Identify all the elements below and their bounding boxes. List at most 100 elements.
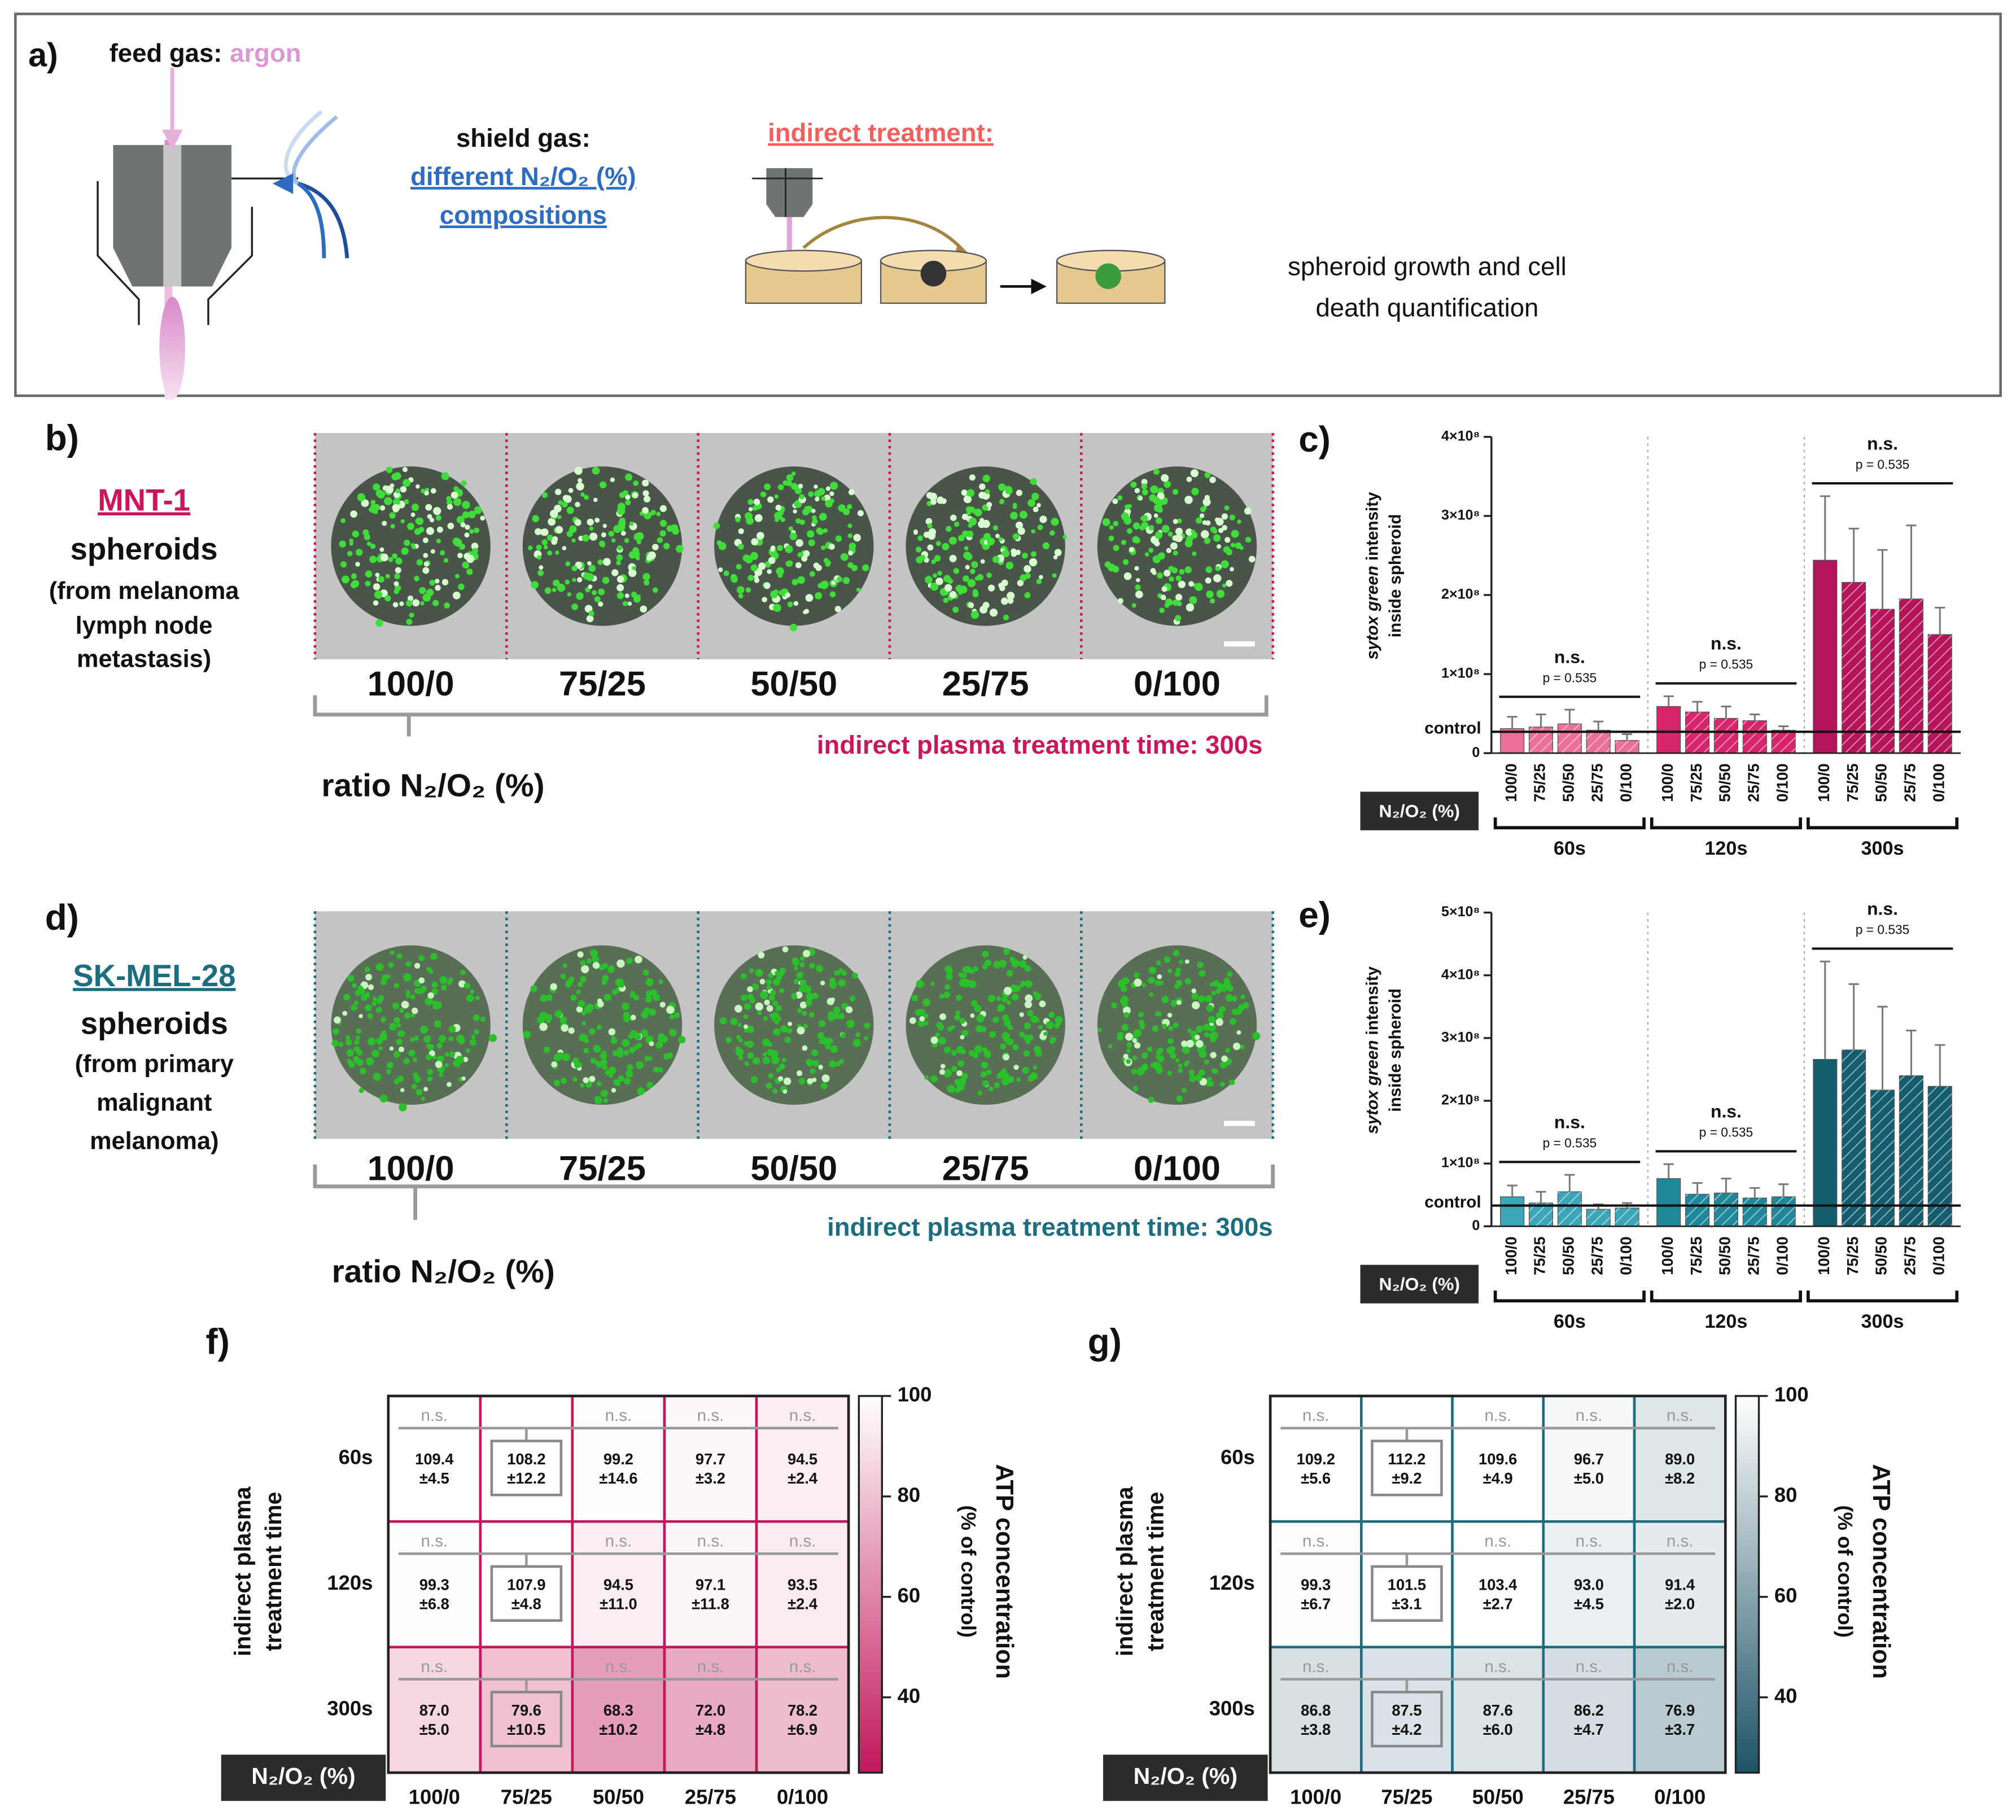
stain-dot — [1189, 596, 1197, 605]
stain-dot — [413, 1035, 419, 1041]
stain-dot — [1192, 1001, 1200, 1009]
p-value: p = 0.535 — [1856, 922, 1910, 937]
stain-dot — [940, 1064, 946, 1069]
stain-dot — [474, 1029, 479, 1035]
stain-dot — [840, 1032, 846, 1038]
stain-dot — [1159, 607, 1165, 614]
stain-dot — [831, 580, 836, 585]
stain-dot — [390, 524, 395, 529]
stain-dot — [788, 1021, 793, 1026]
x-tick-label: 75/25 — [1687, 763, 1705, 802]
stain-dot — [393, 1051, 400, 1058]
stain-dot — [589, 949, 598, 957]
bar — [1813, 1058, 1838, 1227]
stain-dot — [1230, 542, 1236, 548]
stain-dot — [410, 512, 416, 517]
stain-dot — [627, 601, 632, 606]
stain-dot — [1179, 960, 1183, 964]
stain-dot — [1217, 544, 1222, 549]
significance: n.s. — [1484, 1532, 1511, 1551]
stain-dot — [1173, 489, 1179, 495]
stain-dot — [528, 545, 533, 550]
bar-hatch — [1899, 1075, 1923, 1227]
stain-dot — [586, 573, 594, 581]
cell-error: ±3.7 — [1665, 1721, 1695, 1738]
stain-dot — [1038, 1025, 1043, 1030]
stain-dot — [634, 1033, 641, 1040]
group-label: 300s — [1861, 838, 1904, 859]
stain-dot — [566, 979, 573, 986]
stain-dot — [439, 976, 448, 984]
stain-dot — [915, 546, 922, 553]
significance: n.s. — [1484, 1657, 1511, 1676]
ratio-bracket — [313, 1164, 1275, 1220]
cell-error: ±2.4 — [788, 1469, 818, 1487]
stain-dot — [819, 1020, 826, 1027]
stain-dot — [343, 994, 351, 1001]
stain-dot — [622, 601, 628, 606]
stain-dot — [759, 978, 766, 985]
heatmap-cell — [1542, 1394, 1636, 1523]
stain-dot — [764, 483, 771, 491]
stain-dot — [1224, 505, 1230, 511]
stain-dot — [537, 570, 544, 576]
stain-dot — [399, 1103, 407, 1112]
colorbar-tick-label: 80 — [1774, 1483, 1798, 1506]
stain-dot — [610, 477, 615, 483]
cell-error: ±4.8 — [696, 1721, 725, 1738]
stain-dot — [652, 544, 659, 550]
stain-dot — [719, 1017, 727, 1025]
stain-dot — [488, 1034, 497, 1043]
stain-dot — [1019, 1031, 1025, 1038]
stain-dot — [961, 973, 967, 979]
stain-dot — [786, 474, 794, 482]
stain-dot — [1186, 476, 1192, 483]
stain-dot — [974, 1005, 982, 1012]
stain-dot — [1003, 948, 1011, 955]
stain-dot — [666, 1005, 675, 1014]
panel-frame — [14, 12, 2002, 397]
stain-dot — [755, 969, 763, 977]
stain-dot — [1132, 1038, 1137, 1043]
stain-dot — [979, 605, 988, 614]
x-tick-label: 0/100 — [1930, 763, 1947, 802]
stain-dot — [799, 1001, 807, 1009]
stain-dot — [441, 472, 449, 480]
stain-dot — [616, 584, 624, 592]
stain-dot — [644, 580, 650, 586]
stain-dot — [1007, 1000, 1012, 1005]
description: (from melanoma — [49, 578, 240, 605]
stain-dot — [594, 596, 601, 603]
stain-dot — [368, 507, 374, 512]
cell-value: 87.5 — [1392, 1701, 1422, 1719]
stain-dot — [764, 999, 770, 1006]
stain-dot — [1024, 1022, 1031, 1030]
stain-dot — [625, 494, 631, 500]
stain-dot — [451, 491, 458, 499]
stain-dot — [1108, 535, 1114, 541]
stain-dot — [751, 538, 759, 546]
stain-dot — [1109, 525, 1114, 530]
stain-dot — [791, 471, 796, 476]
stain-dot — [821, 496, 826, 501]
stain-dot — [918, 1009, 925, 1016]
stain-dot — [995, 533, 1000, 539]
cell-error: ±8.2 — [1665, 1469, 1695, 1487]
stain-dot — [1132, 1086, 1138, 1091]
stain-dot — [1012, 1044, 1019, 1051]
stain-dot — [1216, 589, 1225, 598]
stain-dot — [777, 545, 783, 552]
stain-dot — [1157, 572, 1164, 579]
bar-hatch — [1842, 1049, 1866, 1227]
stain-dot — [630, 991, 635, 996]
colorbar-tick-label: 100 — [1774, 1383, 1809, 1406]
transfer-arrow — [802, 216, 966, 253]
stain-dot — [523, 1031, 531, 1039]
stain-dot — [1186, 603, 1195, 612]
stain-dot — [1204, 537, 1211, 544]
x-title-box — [1103, 1755, 1268, 1801]
stain-dot — [798, 483, 803, 489]
stain-dot — [1205, 577, 1212, 584]
stain-dot — [1173, 950, 1180, 956]
stain-dot — [589, 1075, 596, 1083]
